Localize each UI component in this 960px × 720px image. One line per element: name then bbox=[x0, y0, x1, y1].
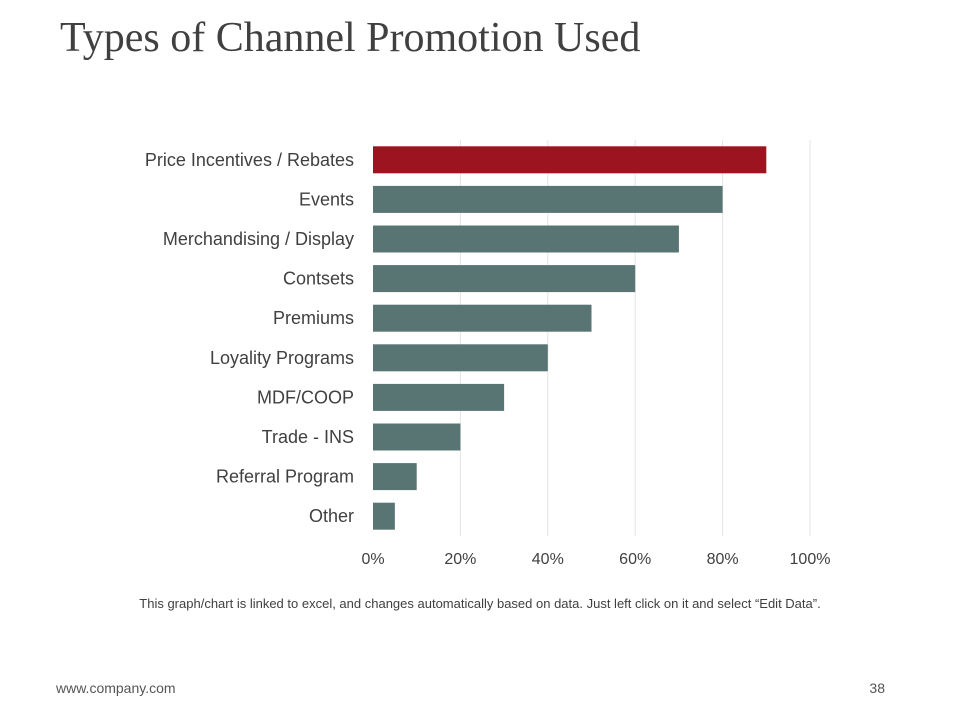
category-label: Premiums bbox=[273, 308, 354, 328]
bar bbox=[373, 265, 636, 293]
bar bbox=[373, 304, 592, 332]
bar bbox=[373, 225, 679, 253]
category-label: Events bbox=[299, 189, 354, 209]
category-labels: Price Incentives / Rebates Events Merchand… bbox=[145, 150, 354, 526]
x-tick-labels: 0% 20% 40% 60% 80% 100% bbox=[361, 551, 830, 568]
category-label: Price Incentives / Rebates bbox=[145, 150, 354, 170]
x-tick-label: 40% bbox=[532, 551, 564, 568]
category-label: Loyality Programs bbox=[210, 348, 354, 368]
slide-title: Types of Channel Promotion Used bbox=[60, 15, 641, 61]
x-tick-label: 80% bbox=[707, 551, 739, 568]
bars bbox=[373, 146, 767, 530]
category-label: MDF/COOP bbox=[257, 387, 354, 407]
bar bbox=[373, 383, 505, 411]
category-label: Trade - INS bbox=[262, 427, 354, 447]
bar bbox=[373, 185, 723, 213]
category-label: Contsets bbox=[283, 269, 354, 289]
x-tick-label: 20% bbox=[444, 551, 476, 568]
bar bbox=[373, 502, 395, 530]
category-label: Merchandising / Display bbox=[163, 229, 354, 249]
category-label: Referral Program bbox=[216, 467, 354, 487]
bar bbox=[373, 146, 767, 174]
x-tick-label: 0% bbox=[361, 551, 384, 568]
x-tick-label: 60% bbox=[619, 551, 651, 568]
x-tick-label: 100% bbox=[790, 551, 831, 568]
bar bbox=[373, 423, 461, 451]
bar bbox=[373, 344, 548, 372]
chart-note: This graph/chart is linked to excel, and… bbox=[139, 596, 821, 611]
category-label: Other bbox=[309, 506, 354, 526]
footer-url[interactable]: www.company.com bbox=[56, 680, 176, 696]
bar bbox=[373, 463, 417, 491]
page-number: 38 bbox=[869, 680, 885, 696]
bar-chart: Price Incentives / Rebates Events Merchand… bbox=[145, 140, 830, 568]
